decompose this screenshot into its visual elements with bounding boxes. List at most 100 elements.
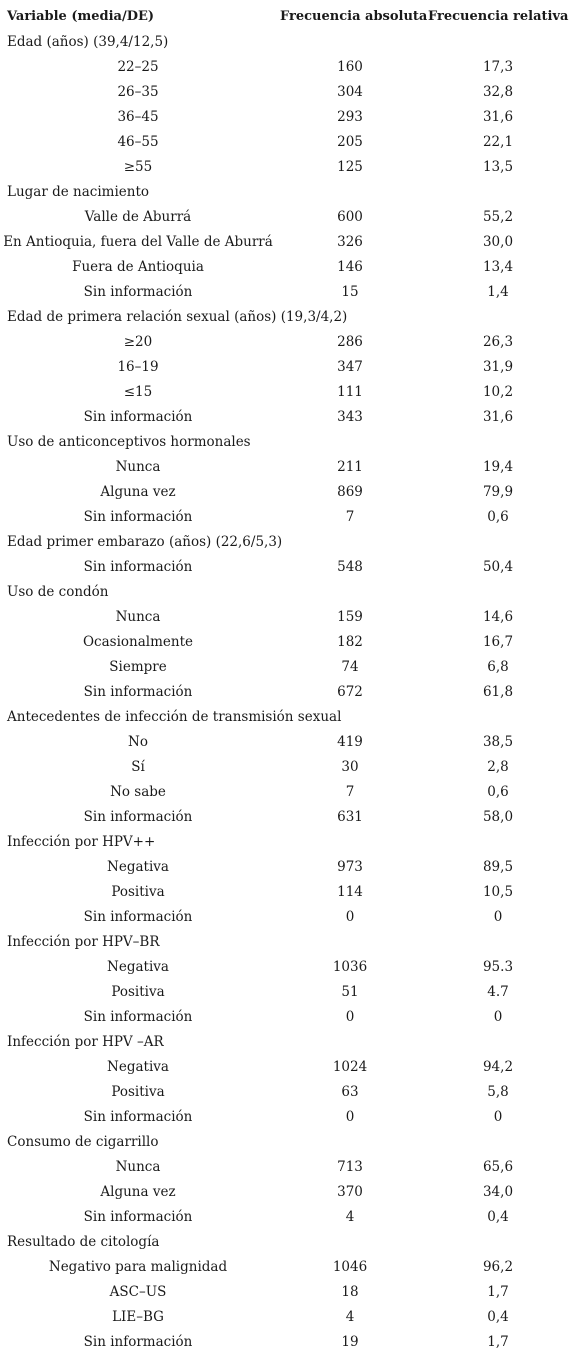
category-label: Negativa <box>107 1059 169 1075</box>
absolute-frequency-cell: 347 <box>337 359 363 375</box>
relative-frequency-cell: 31,9 <box>482 359 514 375</box>
table-row: Positiva 63 5,8 <box>0 1080 572 1105</box>
group-label: Lugar de nacimiento <box>7 184 149 200</box>
relative-frequency-cell: 14,6 <box>482 609 514 625</box>
absolute-frequency-cell: 0 <box>345 1109 355 1125</box>
relative-frequency-cell: 38,5 <box>482 734 514 750</box>
relative-frequency-cell: 1,7 <box>487 1334 509 1350</box>
absolute-frequency-cell: 205 <box>337 134 363 150</box>
category-label: Alguna vez <box>100 1184 176 1200</box>
relative-frequency-cell: 30,0 <box>482 234 514 250</box>
group-label: Antecedentes de infección de transmisión… <box>7 709 342 725</box>
table-row: Sin información 0 0 <box>0 905 572 930</box>
relative-frequency-cell: 26,3 <box>482 334 514 350</box>
header-absolute-frequency: Frecuencia absoluta <box>280 9 428 24</box>
table-group-row: Uso de condón <box>0 580 572 605</box>
relative-frequency-cell: 55,2 <box>482 209 514 225</box>
absolute-frequency-cell: 370 <box>337 1184 363 1200</box>
absolute-frequency-cell: 182 <box>337 634 363 650</box>
table-group-row: Infección por HPV –AR <box>0 1030 572 1055</box>
absolute-frequency-cell: 1024 <box>332 1059 368 1075</box>
relative-frequency-cell: 0 <box>493 1109 503 1125</box>
category-label: Siempre <box>109 659 167 675</box>
table-group-row: Consumo de cigarrillo <box>0 1130 572 1155</box>
group-label: Infección por HPV–BR <box>7 934 160 950</box>
category-label: En Antioquia, fuera del Valle de Aburrá <box>3 234 273 250</box>
table-row: 16–19 347 31,9 <box>0 355 572 380</box>
group-label: Uso de condón <box>7 584 109 600</box>
table-row: Sin información 15 1,4 <box>0 280 572 305</box>
category-label: Sin información <box>83 809 193 825</box>
table-row: No sabe 7 0,6 <box>0 780 572 805</box>
category-label: Negativa <box>107 959 169 975</box>
category-label: Fuera de Antioquia <box>72 259 204 275</box>
table-group-row: Resultado de citología <box>0 1230 572 1255</box>
relative-frequency-cell: 61,8 <box>482 684 514 700</box>
relative-frequency-cell: 0,6 <box>487 509 509 525</box>
absolute-frequency-cell: 160 <box>337 59 363 75</box>
group-label: Resultado de citología <box>7 1234 160 1250</box>
relative-frequency-cell: 1,4 <box>487 284 509 300</box>
absolute-frequency-cell: 286 <box>337 334 363 350</box>
relative-frequency-cell: 58,0 <box>482 809 514 825</box>
absolute-frequency-cell: 1046 <box>332 1259 368 1275</box>
table-row: ≥20 286 26,3 <box>0 330 572 355</box>
table-group-row: Lugar de nacimiento <box>0 180 572 205</box>
category-label: Sin información <box>83 1209 193 1225</box>
table-group-row: Infección por HPV++ <box>0 830 572 855</box>
table-row: Nunca 159 14,6 <box>0 605 572 630</box>
relative-frequency-cell: 96,2 <box>482 1259 514 1275</box>
group-label: Edad primer embarazo (años) (22,6/5,3) <box>7 534 283 550</box>
absolute-frequency-cell: 146 <box>337 259 363 275</box>
table-row: Negativo para malignidad 1046 96,2 <box>0 1255 572 1280</box>
table-row: Valle de Aburrá 600 55,2 <box>0 205 572 230</box>
table-row: Sin información 0 0 <box>0 1005 572 1030</box>
absolute-frequency-cell: 51 <box>341 984 359 1000</box>
table-row: ASC–US 18 1,7 <box>0 1280 572 1305</box>
table-row: En Antioquia, fuera del Valle de Aburrá 3… <box>0 230 572 255</box>
header-variable: Variable (media/DE) <box>7 9 155 24</box>
relative-frequency-cell: 79,9 <box>482 484 514 500</box>
table-row: 36–45 293 31,6 <box>0 105 572 130</box>
absolute-frequency-cell: 600 <box>337 209 363 225</box>
table-row: ≥55 125 13,5 <box>0 155 572 180</box>
group-label: Infección por HPV++ <box>7 834 156 850</box>
category-label: Positiva <box>111 1084 165 1100</box>
absolute-frequency-cell: 63 <box>341 1084 359 1100</box>
category-label: Sin información <box>83 909 193 925</box>
category-label: 46–55 <box>117 134 159 150</box>
category-label: Sin información <box>83 559 193 575</box>
category-label: No <box>128 734 148 750</box>
table-group-row: Antecedentes de infección de transmisión… <box>0 705 572 730</box>
group-label: Infección por HPV –AR <box>7 1034 164 1050</box>
absolute-frequency-cell: 111 <box>337 384 363 400</box>
table-row: 22–25 160 17,3 <box>0 55 572 80</box>
absolute-frequency-cell: 0 <box>345 909 355 925</box>
absolute-frequency-cell: 631 <box>337 809 363 825</box>
table-row: Negativa 973 89,5 <box>0 855 572 880</box>
absolute-frequency-cell: 15 <box>341 284 359 300</box>
category-label: Negativa <box>107 859 169 875</box>
absolute-frequency-cell: 343 <box>337 409 363 425</box>
category-label: 26–35 <box>117 84 159 100</box>
category-label: ≤15 <box>123 384 153 400</box>
relative-frequency-cell: 16,7 <box>482 634 514 650</box>
absolute-frequency-cell: 326 <box>337 234 363 250</box>
relative-frequency-cell: 0,4 <box>487 1309 509 1325</box>
category-label: Sin información <box>83 684 193 700</box>
table-row: Ocasionalmente 182 16,7 <box>0 630 572 655</box>
category-label: 22–25 <box>117 59 159 75</box>
category-label: ≥20 <box>123 334 153 350</box>
category-label: ≥55 <box>123 159 153 175</box>
absolute-frequency-cell: 7 <box>345 509 355 525</box>
relative-frequency-cell: 95.3 <box>482 959 514 975</box>
table-row: No 419 38,5 <box>0 730 572 755</box>
table-row: Sí 30 2,8 <box>0 755 572 780</box>
category-label: Sin información <box>83 509 193 525</box>
category-label: Positiva <box>111 884 165 900</box>
category-label: 16–19 <box>117 359 159 375</box>
category-label: Sin información <box>83 1009 193 1025</box>
relative-frequency-cell: 17,3 <box>482 59 514 75</box>
relative-frequency-cell: 0 <box>493 909 503 925</box>
